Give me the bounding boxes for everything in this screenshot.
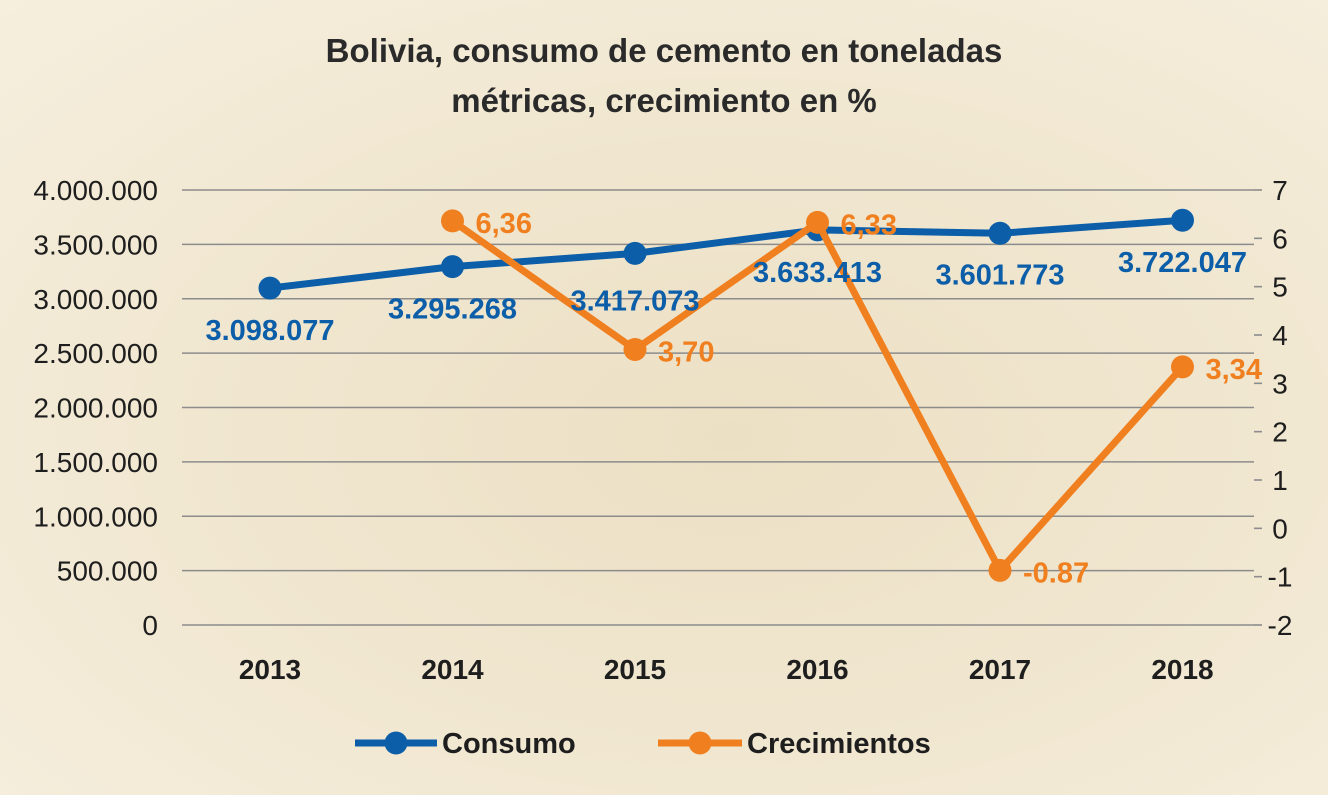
y-right-tick-label: -2 xyxy=(1268,610,1293,641)
legend: Consumo Crecimientos xyxy=(355,728,931,760)
series-point-crecimientos xyxy=(441,209,464,233)
y-left-tick-label: 1.500.000 xyxy=(33,447,158,478)
y-left-tick-label: 4.000.000 xyxy=(33,175,158,206)
data-label-crecimientos: -0.87 xyxy=(1023,557,1089,589)
data-label-consumo: 3.098.077 xyxy=(205,315,334,347)
data-label-consumo: 3.601.773 xyxy=(935,259,1064,291)
x-tick-label: 2017 xyxy=(969,654,1031,685)
y-left-tick-label: 3.000.000 xyxy=(33,284,158,315)
legend-swatch-marker xyxy=(688,731,712,755)
y-left-tick-label: 3.500.000 xyxy=(33,229,158,260)
x-tick-label: 2013 xyxy=(239,654,301,685)
y-right-tick-label: 1 xyxy=(1272,465,1288,496)
chart-title-line-2: métricas, crecimiento en % xyxy=(451,82,877,119)
axes: 0 500.000 1.000.000 1.500.000 2.000.000 2.500… xyxy=(33,175,1292,685)
series-point-crecimientos xyxy=(623,338,647,361)
y-left-tick-label: 1.000.000 xyxy=(33,501,158,532)
series xyxy=(258,208,1194,582)
grid-lines xyxy=(182,189,1254,626)
y-right-tick-label: 0 xyxy=(1272,513,1288,544)
y-right-tick-label: 3 xyxy=(1272,368,1288,399)
y-right-tick-label: 2 xyxy=(1272,417,1288,448)
legend-item-consumo: Consumo xyxy=(355,728,576,760)
series-point-crecimientos xyxy=(988,558,1012,582)
data-label-crecimientos: 6,36 xyxy=(476,208,532,240)
data-label-crecimientos: 3,70 xyxy=(658,337,714,369)
y-right-tick-label: 4 xyxy=(1272,320,1288,351)
series-point-crecimientos xyxy=(806,210,829,234)
series-point-crecimientos xyxy=(1171,355,1194,379)
y-left-tick-label: 500.000 xyxy=(57,556,158,587)
y-right-tick-label: 6 xyxy=(1272,223,1288,254)
series-point-consumo xyxy=(988,221,1012,245)
chart-title-line-1: Bolivia, consumo de cemento en toneladas xyxy=(326,32,1003,69)
y-right-tick-label: 7 xyxy=(1272,175,1288,206)
data-label-consumo: 3.417.073 xyxy=(570,285,699,317)
series-point-consumo xyxy=(623,241,647,265)
y-left-tick-label: 2.500.000 xyxy=(33,338,158,369)
x-tick-label: 2015 xyxy=(604,654,666,685)
legend-label: Crecimientos xyxy=(747,728,931,760)
x-tick-label: 2016 xyxy=(786,654,848,685)
data-label-crecimientos: 6,33 xyxy=(841,209,897,241)
series-point-consumo xyxy=(441,255,464,279)
data-labels: 3.098.077 3.295.268 3.417.073 3.633.413 3.60… xyxy=(205,208,1261,589)
legend-item-crecimientos: Crecimientos xyxy=(658,728,931,760)
data-label-consumo: 3.295.268 xyxy=(388,294,517,326)
data-label-crecimientos: 3,34 xyxy=(1206,354,1262,386)
y-right-tick-label: 5 xyxy=(1272,272,1288,303)
x-tick-label: 2014 xyxy=(421,654,484,685)
data-label-consumo: 3.633.413 xyxy=(753,257,882,289)
x-tick-label: 2018 xyxy=(1151,654,1213,685)
series-point-consumo xyxy=(1171,208,1194,232)
data-label-consumo: 3.722.047 xyxy=(1118,247,1247,279)
series-line-consumo xyxy=(266,216,1186,292)
legend-swatch-marker xyxy=(384,731,408,755)
series-point-consumo xyxy=(258,276,282,300)
y-left-tick-label: 2.000.000 xyxy=(33,393,158,424)
y-right-tick-label: -1 xyxy=(1268,562,1293,593)
legend-label: Consumo xyxy=(442,728,576,760)
y-left-tick-label: 0 xyxy=(142,610,158,641)
